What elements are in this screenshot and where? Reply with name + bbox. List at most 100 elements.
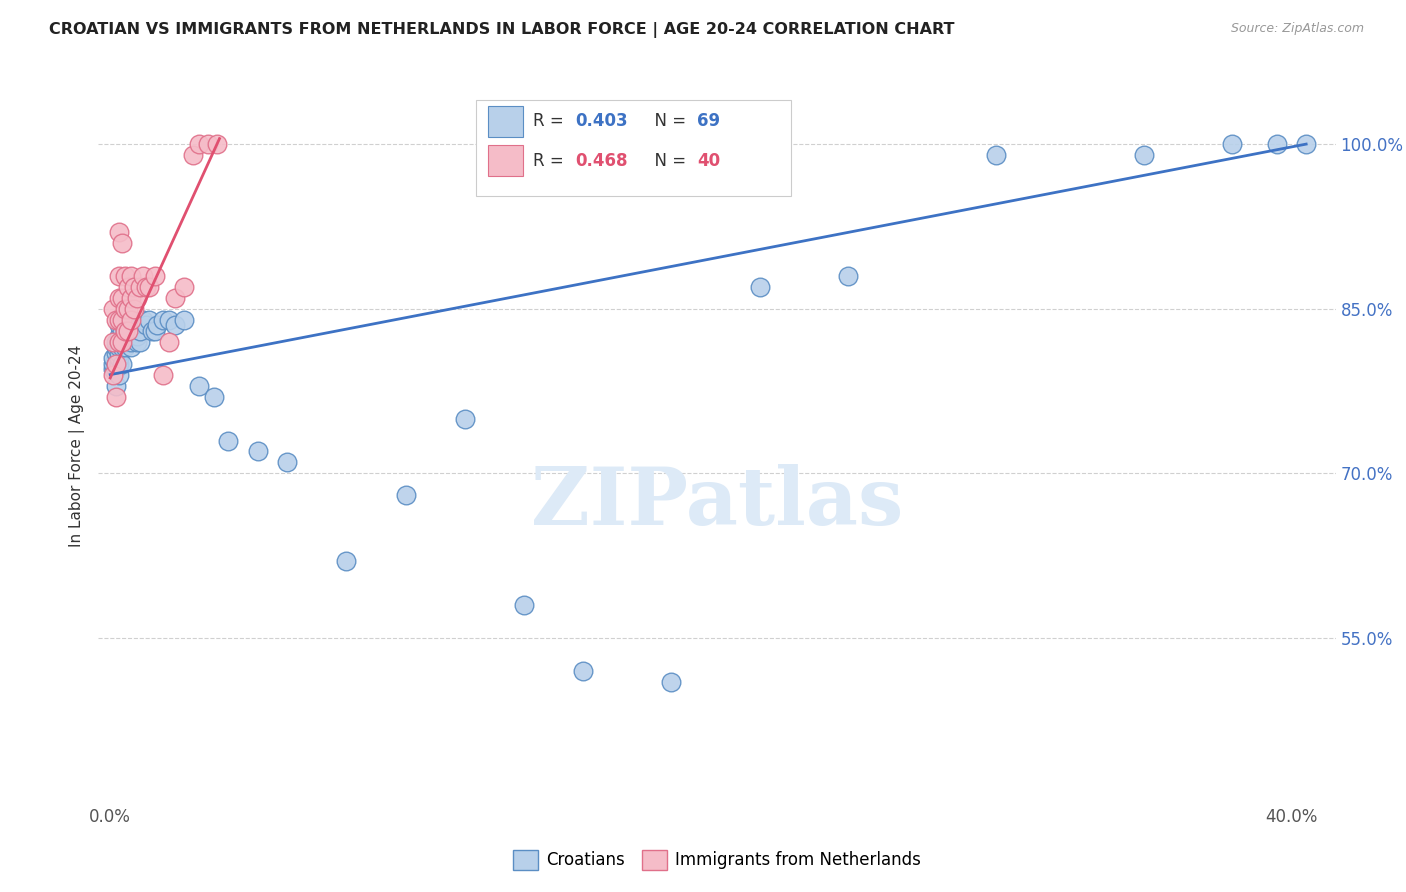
Legend: Croatians, Immigrants from Netherlands: Croatians, Immigrants from Netherlands [506,843,928,877]
Point [141,324,163,338]
Point [114,307,136,321]
Point [246,444,269,458]
Point [132,268,155,283]
Point [122,280,145,294]
Point [108,345,131,359]
Point [181,148,204,162]
Text: ZIPatlas: ZIPatlas [531,464,903,542]
Point [122,329,145,343]
Point [659,675,682,690]
Point [108,334,131,349]
Point [205,137,228,152]
Text: 69: 69 [697,112,720,130]
Point [187,137,209,152]
Point [117,280,139,294]
Point [114,324,136,338]
Point [108,340,131,354]
Point [125,318,148,333]
Point [512,598,534,612]
FancyBboxPatch shape [475,100,792,196]
Point [1265,137,1288,152]
Point [103,362,125,376]
Point [394,488,416,502]
Point [128,280,150,294]
Text: Source: ZipAtlas.com: Source: ZipAtlas.com [1230,22,1364,36]
Point [122,301,145,316]
Text: 40: 40 [697,152,720,169]
Point [105,390,128,404]
Y-axis label: In Labor Force | Age 20-24: In Labor Force | Age 20-24 [69,345,86,547]
Point [114,268,136,283]
Point [117,324,139,338]
Point [128,324,150,338]
Point [125,329,148,343]
Point [111,334,134,349]
Point [108,225,131,239]
Point [108,357,131,371]
Point [111,357,134,371]
Point [120,334,142,349]
Point [125,334,148,349]
Point [143,324,166,338]
Point [103,368,125,382]
Point [108,318,131,333]
Point [152,312,174,326]
Point [165,318,187,333]
Text: N =: N = [644,112,692,130]
Point [111,324,134,338]
Point [748,280,770,294]
Point [111,312,134,326]
Point [187,378,209,392]
Point [1132,148,1154,162]
Point [571,664,593,678]
Point [108,351,131,366]
Point [105,340,128,354]
Point [114,340,136,354]
Point [335,554,357,568]
Point [108,312,131,326]
Point [157,312,180,326]
Point [152,368,174,382]
Text: N =: N = [644,152,692,169]
Point [165,291,187,305]
Point [105,345,128,359]
Point [114,334,136,349]
Point [108,291,131,305]
Point [108,329,131,343]
Point [143,268,166,283]
Point [173,280,195,294]
Point [132,312,155,326]
Point [117,312,139,326]
Point [1295,137,1317,152]
Text: 0.468: 0.468 [575,152,627,169]
Point [157,334,180,349]
Point [120,340,142,354]
Point [217,434,239,448]
Point [120,312,142,326]
Point [117,324,139,338]
Point [111,340,134,354]
Point [103,301,125,316]
Point [202,390,225,404]
Point [122,318,145,333]
Point [103,357,125,371]
FancyBboxPatch shape [488,105,523,137]
Point [138,312,160,326]
Point [114,324,136,338]
Point [120,291,142,305]
Point [453,411,475,425]
Point [146,318,169,333]
Point [128,334,150,349]
Point [135,280,157,294]
Point [120,324,142,338]
Point [138,280,160,294]
Point [105,378,128,392]
Point [173,312,195,326]
Point [120,268,142,283]
Point [105,357,128,371]
Point [111,291,134,305]
Point [276,455,298,469]
Point [120,312,142,326]
Point [117,301,139,316]
Point [111,312,134,326]
